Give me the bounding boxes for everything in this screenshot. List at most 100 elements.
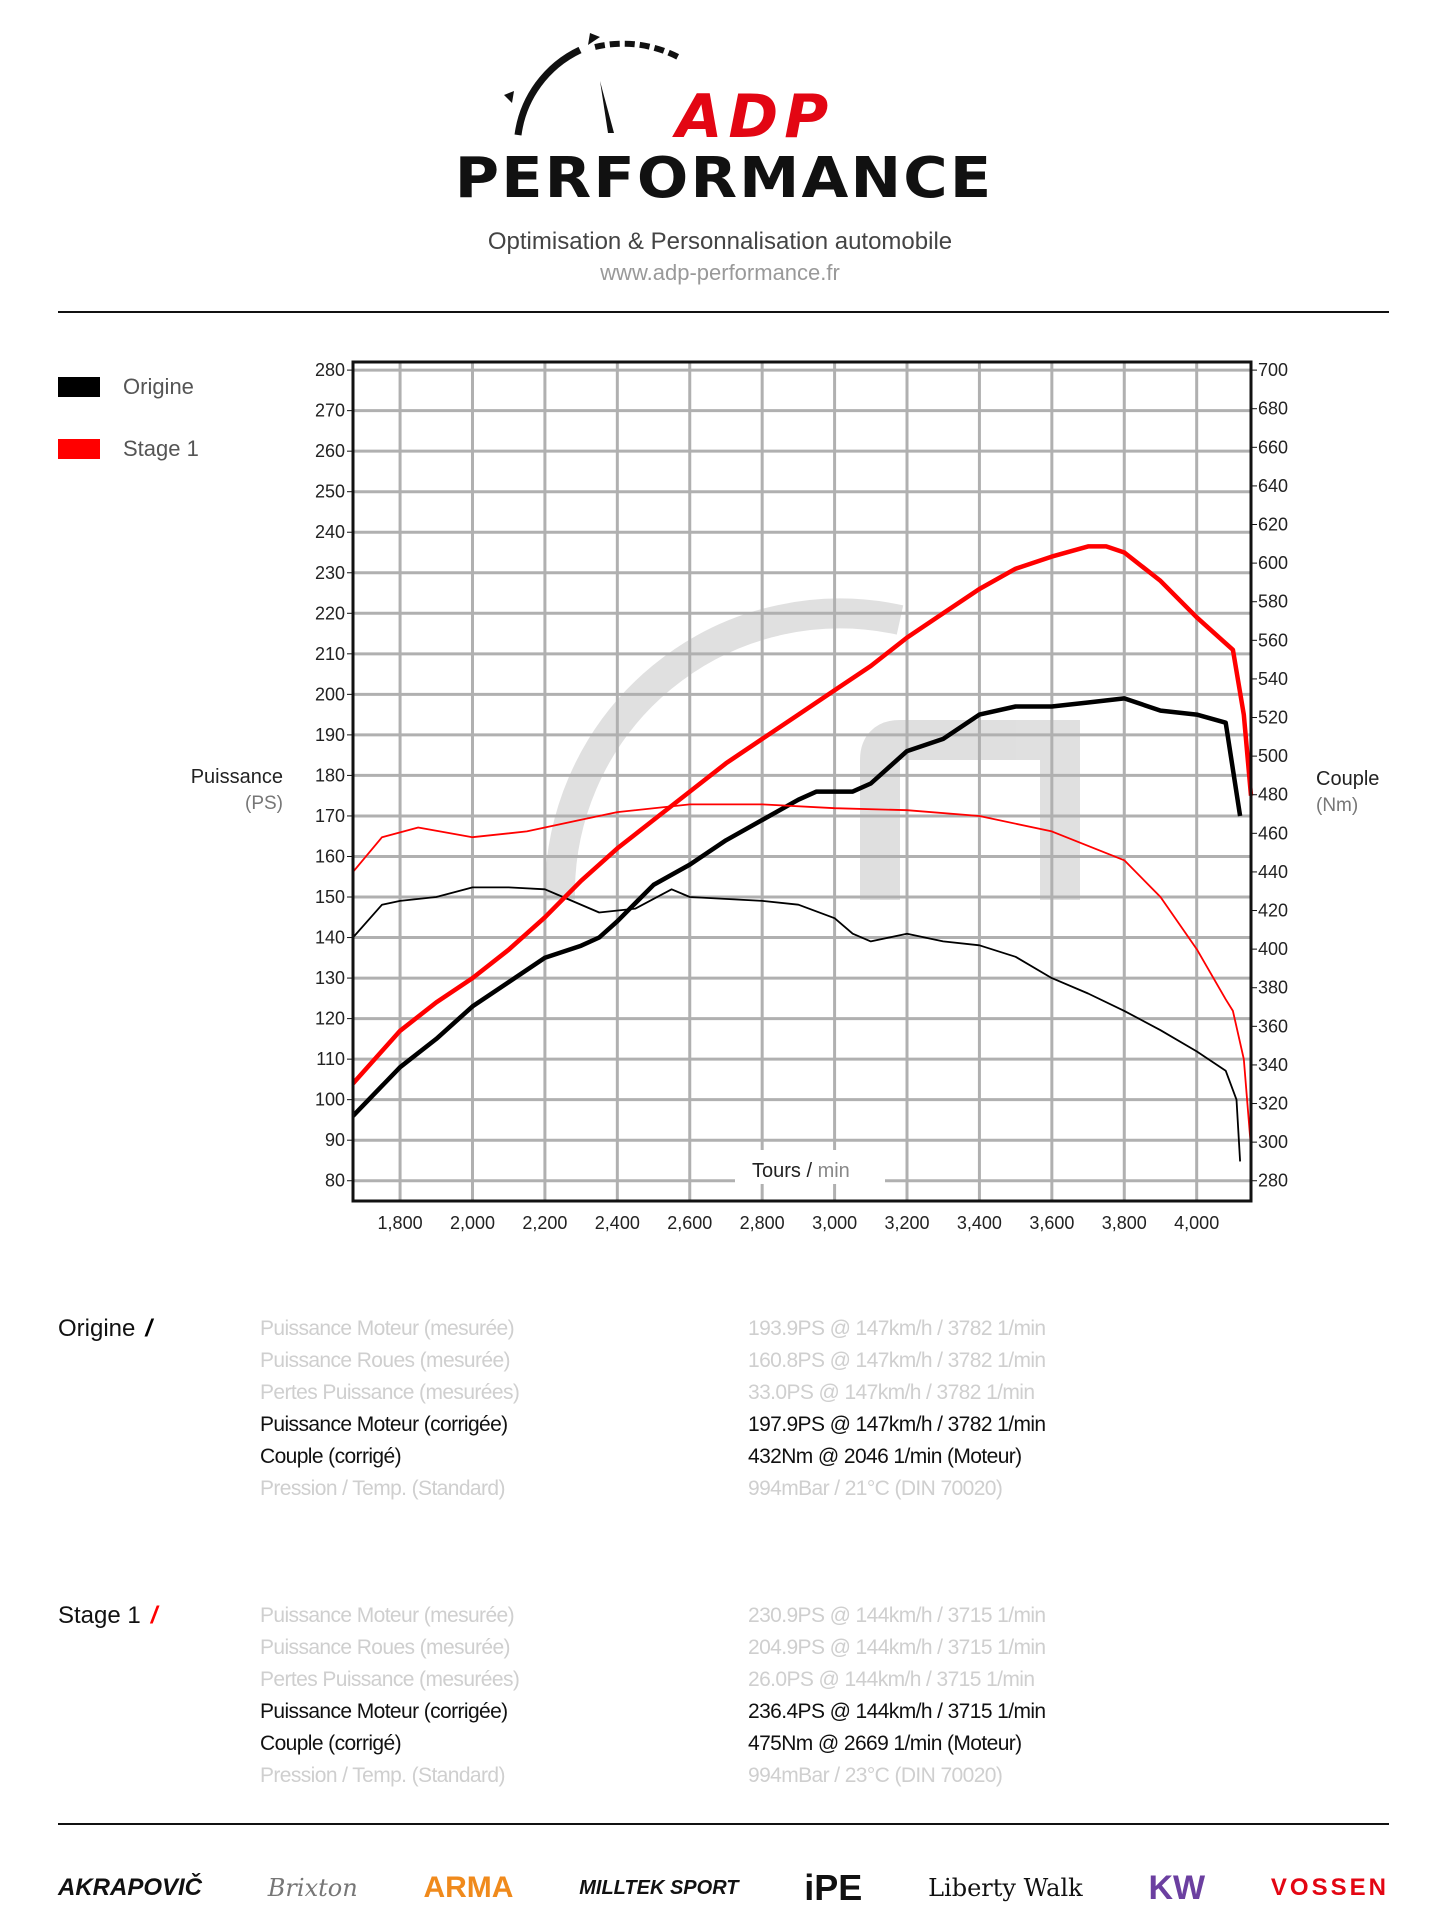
legend-label-stage1: Stage 1: [123, 436, 199, 461]
partner-logo-liberty-walk: Liberty Walk: [928, 1874, 1083, 1902]
x-tick-label: 4,000: [1174, 1213, 1219, 1233]
y-left-tick-label: 280: [315, 360, 345, 380]
y-left-tick-label: 220: [315, 603, 345, 623]
result-label: Puissance Moteur (mesurée): [260, 1604, 515, 1627]
y-left-axis-title: Puissance: [190, 766, 283, 788]
result-value: 994mBar / 23°C (DIN 70020): [748, 1764, 1003, 1787]
result-row: Pertes Puissance (mesurées) 26.0PS @ 144k…: [260, 1668, 1260, 1698]
x-tick-label: 2,000: [450, 1213, 495, 1233]
brand-performance: PERFORMANCE: [454, 146, 994, 211]
result-label: Pertes Puissance (mesurées): [260, 1668, 520, 1691]
result-row: Puissance Moteur (corrigée) 236.4PS @ 144…: [260, 1700, 1260, 1730]
y-right-tick-label: 560: [1258, 630, 1288, 650]
y-left-tick-label: 150: [315, 887, 345, 907]
y-left-tick-label: 120: [315, 1009, 345, 1029]
y-right-tick-label: 500: [1258, 746, 1288, 766]
y-left-tick-label: 140: [315, 928, 345, 948]
y-left-tick-label: 260: [315, 441, 345, 461]
dyno-chart: 1,800 2,000 2,200 2,400 2,600 2,800 3,000 3,200…: [315, 360, 1288, 1233]
result-row: Puissance Roues (mesurée) 204.9PS @ 144km…: [260, 1636, 1260, 1666]
y-right-tick-label: 420: [1258, 901, 1288, 921]
result-row: Pression / Temp. (Standard) 994mBar / 21°…: [260, 1477, 1260, 1507]
result-value: 33.0PS @ 147km/h / 3782 1/min: [748, 1381, 1035, 1404]
y-right-axis-title: Couple: [1316, 768, 1380, 790]
result-label: Puissance Moteur (corrigée): [260, 1700, 508, 1723]
result-label: Pertes Puissance (mesurées): [260, 1381, 520, 1404]
y-right-tick-label: 480: [1258, 785, 1288, 805]
partner-logo-akrapovic: AKRAPOVIČ: [58, 1874, 203, 1901]
y-left-tick-label: 270: [315, 401, 345, 421]
result-value: 236.4PS @ 144km/h / 3715 1/min: [748, 1700, 1046, 1723]
series-line-origine-puissance: [351, 696, 1243, 1118]
y-left-tick-label: 100: [315, 1090, 345, 1110]
x-tick-label: 2,600: [667, 1213, 712, 1233]
y-right-tick-label: 680: [1258, 399, 1288, 419]
y-left-tick-label: 160: [315, 846, 345, 866]
y-right-tick-label: 520: [1258, 708, 1288, 728]
partner-logo-arma: ARMA: [423, 1871, 514, 1904]
result-value: 475Nm @ 2669 1/min (Moteur): [748, 1732, 1022, 1755]
series-color-mark-icon: /: [150, 1602, 158, 1629]
y-left-tick-label: 230: [315, 563, 345, 583]
website-url[interactable]: www.adp-performance.fr: [600, 260, 840, 285]
series-color-mark-icon: /: [145, 1315, 153, 1342]
series-line-stage-1-couple: [352, 803, 1252, 1148]
brand-adp: ADP: [676, 82, 835, 152]
y-right-tick-label: 360: [1258, 1016, 1288, 1036]
y-left-tick-label: 200: [315, 684, 345, 704]
y-right-tick-label: 620: [1258, 515, 1288, 535]
result-label: Puissance Roues (mesurée): [260, 1636, 511, 1659]
header-divider: [58, 311, 1389, 313]
result-row: Puissance Roues (mesurée) 160.8PS @ 147km…: [260, 1349, 1260, 1379]
y-right-tick-label: 540: [1258, 669, 1288, 689]
result-row: Puissance Moteur (mesurée) 230.9PS @ 144k…: [260, 1604, 1260, 1634]
y-right-tick-label: 380: [1258, 978, 1288, 998]
x-tick-label: 2,800: [740, 1213, 785, 1233]
x-tick-label: 2,400: [595, 1213, 640, 1233]
y-right-tick-label: 440: [1258, 862, 1288, 882]
y-left-axis-unit: (PS): [245, 793, 283, 814]
series-line-stage-1-puissance: [351, 544, 1254, 1085]
result-value: 432Nm @ 2046 1/min (Moteur): [748, 1445, 1022, 1468]
gauge-logo-icon: [504, 33, 680, 136]
legend-swatch-origine: [58, 377, 100, 397]
y-left-tick-label: 210: [315, 644, 345, 664]
x-tick-label: 3,200: [884, 1213, 929, 1233]
y-left-tick-label: 250: [315, 482, 345, 502]
series-line-origine-couple: [352, 886, 1241, 1162]
result-group-name: Stage 1: [58, 1602, 141, 1629]
y-right-tick-label: 340: [1258, 1055, 1288, 1075]
partner-logo-milltek: MILLTEK SPORT: [579, 1876, 739, 1899]
tagline: Optimisation & Personnalisation automobi…: [487, 228, 953, 255]
y-right-axis-unit: (Nm): [1316, 795, 1359, 816]
result-row: Couple (corrigé) 432Nm @ 2046 1/min (Mote…: [260, 1445, 1260, 1475]
legend-swatch-stage1: [58, 439, 100, 459]
footer-divider: [58, 1823, 1389, 1825]
x-tick-label: 1,800: [378, 1213, 423, 1233]
result-value: 197.9PS @ 147km/h / 3782 1/min: [748, 1413, 1046, 1436]
result-row: Puissance Moteur (mesurée) 193.9PS @ 147k…: [260, 1317, 1260, 1347]
result-row: Puissance Moteur (corrigée) 197.9PS @ 147…: [260, 1413, 1260, 1443]
y-left-tick-label: 190: [315, 725, 345, 745]
y-right-tick-label: 300: [1258, 1132, 1288, 1152]
result-value: 204.9PS @ 144km/h / 3715 1/min: [748, 1636, 1046, 1659]
x-tick-label: 3,000: [812, 1213, 857, 1233]
y-left-tick-label: 90: [325, 1130, 345, 1150]
y-right-tick-label: 280: [1258, 1171, 1288, 1191]
x-tick-label: 3,800: [1102, 1213, 1147, 1233]
result-label: Puissance Moteur (mesurée): [260, 1317, 515, 1340]
y-right-tick-label: 700: [1258, 360, 1288, 380]
x-axis-title-bg: [735, 1150, 885, 1184]
y-left-tick-label: 110: [316, 1049, 345, 1069]
result-group-title: Origine /: [58, 1315, 152, 1343]
y-left-tick-label: 180: [315, 765, 345, 785]
y-left-tick-label: 80: [325, 1171, 345, 1191]
result-row: Pertes Puissance (mesurées) 33.0PS @ 147k…: [260, 1381, 1260, 1411]
result-value: 193.9PS @ 147km/h / 3782 1/min: [748, 1317, 1046, 1340]
y-right-tick-label: 460: [1258, 823, 1288, 843]
result-row: Couple (corrigé) 475Nm @ 2669 1/min (Mote…: [260, 1732, 1260, 1762]
y-right-tick-label: 600: [1258, 553, 1288, 573]
result-value: 994mBar / 21°C (DIN 70020): [748, 1477, 1003, 1500]
result-group-name: Origine: [58, 1315, 136, 1342]
result-label: Pression / Temp. (Standard): [260, 1477, 505, 1500]
